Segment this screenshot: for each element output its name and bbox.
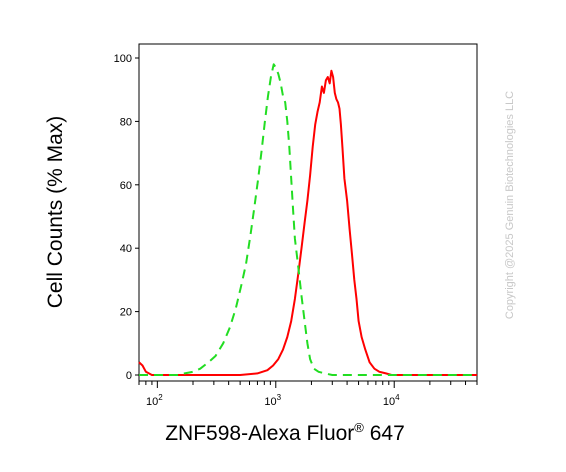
y-tick-label-20: 20: [120, 307, 132, 319]
x-axis-title: ZNF598-Alexa Fluor® 647: [165, 420, 405, 445]
watermark-text: Copyright @2025 Genuin Biotechnologies L…: [504, 91, 516, 319]
plot-area: [138, 43, 478, 382]
y-axis-title: Cell Counts (% Max): [44, 116, 67, 309]
y-tick-label-60: 60: [120, 180, 132, 192]
plot-frame: [138, 43, 478, 382]
x-tick-label-100: 102: [146, 393, 163, 408]
y-tick-label-80: 80: [120, 116, 132, 128]
x-axis-title-superscript: ®: [354, 420, 364, 435]
axes-layer: 0 20 40 60 80 100 102 103 104: [114, 53, 478, 408]
series-line-0: [138, 69, 477, 376]
x-axis-title-suffix: 647: [364, 422, 405, 445]
series-layer: [138, 63, 477, 376]
y-tick-label-100: 100: [114, 53, 132, 65]
x-axis-title-main: ZNF598-Alexa Fluor: [165, 422, 354, 445]
series-line-1: [139, 63, 477, 376]
y-tick-label-40: 40: [120, 243, 132, 255]
y-tick-label-0: 0: [126, 370, 132, 382]
x-tick-label-10000: 104: [383, 393, 400, 408]
x-tick-label-1000: 103: [264, 393, 281, 408]
